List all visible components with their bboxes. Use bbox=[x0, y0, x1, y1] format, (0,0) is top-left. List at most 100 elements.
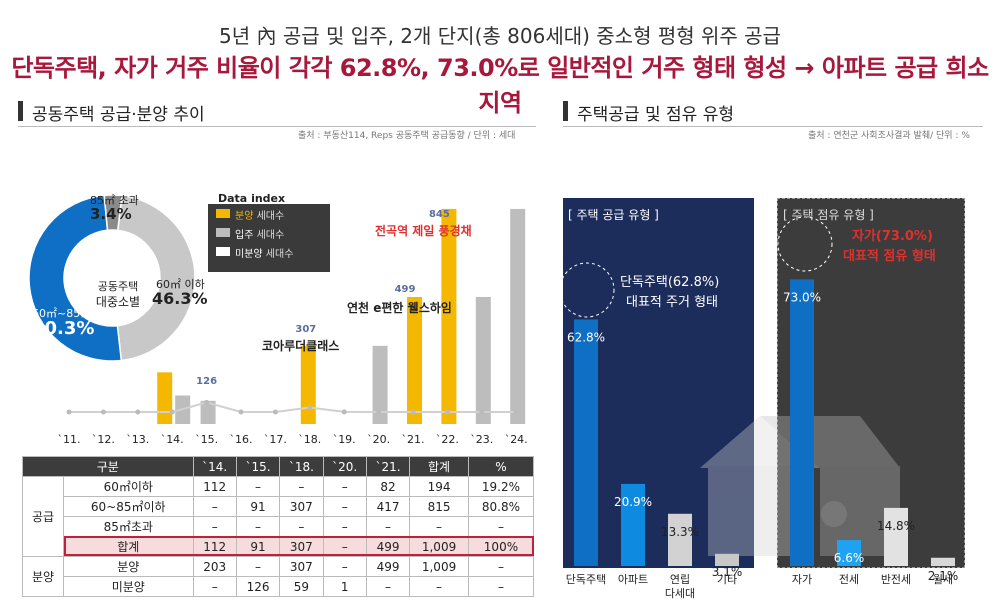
unsold-point bbox=[307, 404, 313, 410]
x-tick-label: `23. bbox=[470, 433, 493, 446]
x-tick-label: `17. bbox=[264, 433, 287, 446]
bar-value-label: 14.8% bbox=[877, 519, 915, 533]
x-tick-label: `21. bbox=[402, 433, 425, 446]
x-tick-label: `16. bbox=[230, 433, 253, 446]
x-category-label: 연립 bbox=[670, 573, 690, 586]
unsold-point bbox=[479, 409, 485, 415]
bar bbox=[790, 279, 814, 566]
x-category-label: 기타 bbox=[717, 573, 737, 586]
donut-label-85-over: 85㎡ 초과 bbox=[90, 194, 139, 207]
bar bbox=[574, 319, 598, 566]
bar-data-label: 499 bbox=[395, 284, 416, 295]
x-category-label: 전세 bbox=[839, 573, 859, 586]
table-cell: – bbox=[467, 576, 535, 597]
table-row-label: 60㎡이하 bbox=[63, 476, 194, 497]
x-tick-label: `19. bbox=[333, 433, 356, 446]
legend-suffix: 세대수 bbox=[265, 249, 294, 260]
unsold-point bbox=[272, 409, 278, 415]
section-title-supply-trend: 공동주택 공급·분양 추이 bbox=[32, 105, 205, 125]
table-cell: 1,009 bbox=[409, 536, 469, 557]
legend-suffix: 세대수 bbox=[256, 230, 285, 241]
bar bbox=[668, 513, 692, 566]
x-category-label: 자가 bbox=[792, 573, 812, 586]
table-header: % bbox=[467, 456, 535, 477]
table-cell: 112 bbox=[192, 536, 237, 557]
legend-label-unsold: 미분양 bbox=[235, 249, 263, 260]
unsold-point bbox=[513, 409, 519, 415]
callout-owner-line2: 대표적 점유 형태 bbox=[843, 249, 936, 264]
bar-value-label: 3.1% bbox=[712, 565, 743, 579]
bar-sale bbox=[441, 208, 457, 424]
panel-title-tenure: [ 주택 점유 유형 ] bbox=[783, 208, 874, 222]
source-note-left: 출처 : 부동산114, Reps 공동주택 공급동향 / 단위 : 세대 bbox=[298, 131, 516, 141]
callout-detached-line1: 단독주택(62.8%) bbox=[620, 275, 720, 290]
legend-suffix: 세대수 bbox=[256, 211, 285, 222]
bar-sale bbox=[407, 296, 422, 424]
table-cell: 80.8% bbox=[467, 496, 535, 517]
bar-value-label: 13.3% bbox=[661, 525, 699, 539]
callout-owner-line1: 자가(73.0%) bbox=[852, 229, 933, 244]
table-cell: 417 bbox=[365, 496, 411, 517]
unsold-trend-line: 126 307 499 845 bbox=[66, 209, 519, 415]
table-cell: 100% bbox=[467, 536, 535, 557]
legend-swatch-move-in bbox=[216, 228, 230, 237]
tree-icon bbox=[821, 501, 847, 527]
bar bbox=[931, 557, 955, 566]
unsold-point bbox=[100, 409, 106, 415]
section-marker bbox=[18, 101, 23, 121]
bar-value-label: 2.1% bbox=[928, 569, 959, 583]
callout-circle bbox=[559, 262, 615, 318]
x-category-label: 월세 bbox=[933, 573, 953, 586]
table-row: 분양 분양 203–307–499 1,009– bbox=[22, 556, 535, 597]
table-header: `21. bbox=[365, 456, 411, 477]
x-tick-label: `22. bbox=[436, 433, 459, 446]
table-cell: 1 bbox=[322, 576, 367, 597]
donut-value-60-85: 50.3% bbox=[32, 318, 95, 339]
chart-legend: 분양 세대수 입주 세대수 미분양 세대수 bbox=[208, 204, 330, 272]
bar-move-in bbox=[372, 345, 388, 424]
table-row-label: 미분양 bbox=[63, 576, 194, 597]
x-tick-label: `20. bbox=[367, 433, 390, 446]
donut-value-85-over: 3.4% bbox=[90, 205, 132, 223]
table-cell: – bbox=[409, 576, 469, 597]
x-tick-label: `24. bbox=[505, 433, 528, 446]
table-row: 합계 112 91 307–499 1,009 100% bbox=[23, 536, 535, 557]
x-tick-label: `13. bbox=[126, 433, 149, 446]
panel-title-supply: [ 주택 공급 유형 ] bbox=[568, 208, 659, 222]
bar-move-in bbox=[475, 296, 491, 424]
legend-label-sale: 분양 bbox=[235, 211, 254, 222]
x-category-label: 다세대 bbox=[665, 587, 695, 600]
bar-move-in bbox=[510, 208, 526, 424]
bar-value-label: 6.6% bbox=[834, 551, 865, 565]
unsold-point bbox=[376, 409, 382, 415]
unsold-point bbox=[66, 409, 72, 415]
unsold-line bbox=[69, 401, 517, 413]
table-cell: 59 bbox=[279, 576, 324, 597]
bar-value-label: 73.0% bbox=[783, 290, 821, 304]
table-header: `15. bbox=[235, 456, 281, 477]
section-title-housing-type: 주택공급 및 점유 유형 bbox=[577, 105, 734, 125]
unsold-point bbox=[444, 409, 450, 415]
donut-value-60-under: 46.3% bbox=[152, 289, 208, 308]
x-tick-label: `11. bbox=[58, 433, 81, 446]
annotation-jeilpunggyeong: 전곡역 제일 풍경채 bbox=[375, 224, 472, 238]
bar-move-in bbox=[200, 400, 216, 424]
table-group-label: 공급 bbox=[22, 476, 64, 557]
donut-center-line2: 대중소별 bbox=[95, 295, 141, 309]
x-category-label: 아파트 bbox=[618, 573, 648, 586]
x-tick-label: `15. bbox=[195, 433, 218, 446]
table-cell: 499 bbox=[365, 556, 411, 577]
unsold-point bbox=[135, 409, 141, 415]
x-tick-label: `12. bbox=[92, 433, 115, 446]
table-cell: – bbox=[365, 576, 411, 597]
supply-trend-chart: 126 307 499 845 `11. `12. `13. `14. `15. `16. `17… bbox=[28, 194, 528, 446]
bar bbox=[837, 540, 861, 566]
table-cell: 126 bbox=[235, 576, 281, 597]
section-divider bbox=[563, 126, 983, 127]
bar-data-label: 126 bbox=[196, 376, 217, 387]
bar-value-label: 20.9% bbox=[614, 495, 652, 509]
table-header-row: 구분 `14. `15. `18. `20. `21. 합계 % bbox=[22, 456, 535, 477]
table-cell: 1,009 bbox=[409, 556, 469, 577]
legend-swatch-unsold bbox=[216, 247, 230, 256]
